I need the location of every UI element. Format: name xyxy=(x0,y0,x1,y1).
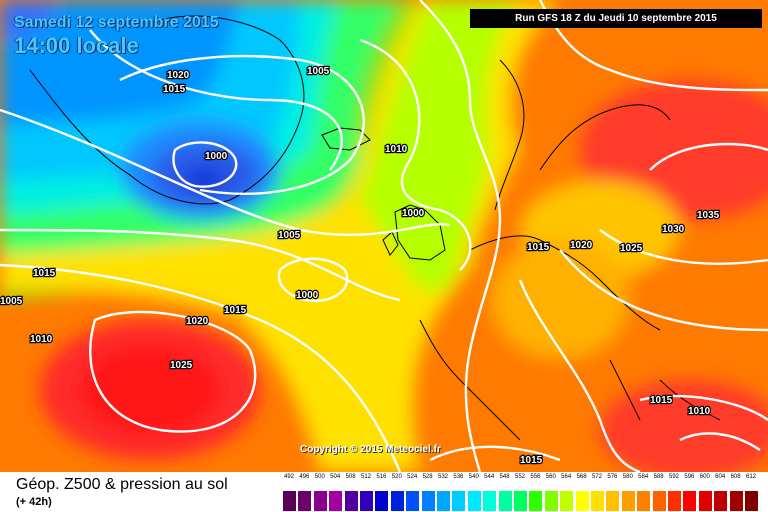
footer-bar: Géop. Z500 & pression au sol (+ 42h) 492… xyxy=(0,472,768,512)
isobar-label: 1025 xyxy=(620,243,643,254)
legend-value-label: 512 xyxy=(360,474,371,480)
isobar-label: 1010 xyxy=(30,334,53,345)
legend-swatch xyxy=(744,490,759,512)
isobar-label: 1000 xyxy=(296,290,319,301)
isobar-label: 1035 xyxy=(697,210,720,221)
isobars xyxy=(0,0,768,472)
legend-value-label: 492 xyxy=(283,474,294,480)
forecast-map: 1020 1015 1005 1000 1010 1005 1000 1000 … xyxy=(0,0,768,472)
legend-value-label: 536 xyxy=(453,474,464,480)
legend-swatch xyxy=(543,490,559,512)
isobar-label: 1005 xyxy=(0,296,23,307)
legend-swatch xyxy=(682,490,698,512)
isobar-label: 1015 xyxy=(527,242,550,253)
coastlines xyxy=(29,15,721,441)
isobar-label: 1000 xyxy=(402,208,425,219)
legend-swatch xyxy=(297,490,313,512)
isobar-label: 1015 xyxy=(163,84,186,95)
legend-swatch xyxy=(282,490,297,512)
isobar-label: 1020 xyxy=(167,70,190,81)
legend-value-label: 604 xyxy=(715,474,726,480)
lead-time: (+ 42h) xyxy=(16,496,52,508)
isobar-label: 1015 xyxy=(224,305,247,316)
legend-swatch xyxy=(636,490,652,512)
isobar-label: 1025 xyxy=(170,360,193,371)
legend-value-label: 568 xyxy=(576,474,587,480)
isobar-label: 1015 xyxy=(33,268,56,279)
copyright-notice: Copyright © 2015 Meteociel.fr xyxy=(300,444,441,455)
legend-swatch xyxy=(590,490,605,512)
legend-value-label: 600 xyxy=(699,474,710,480)
isobar-label: 1010 xyxy=(385,144,408,155)
legend-value-label: 588 xyxy=(653,474,664,480)
legend-swatch xyxy=(697,490,713,512)
legend-value-label: 564 xyxy=(561,474,572,480)
legend-swatch xyxy=(513,490,528,512)
legend-value-label: 540 xyxy=(468,474,479,480)
isobar-label: 1005 xyxy=(307,66,330,77)
legend-value-label: 596 xyxy=(684,474,695,480)
forecast-date: Samedi 12 septembre 2015 xyxy=(14,14,219,31)
legend-swatch xyxy=(343,490,359,512)
product-title: Géop. Z500 & pression au sol xyxy=(16,476,228,493)
legend-value-label: 592 xyxy=(668,474,679,480)
legend-value-label: 584 xyxy=(638,474,649,480)
legend-swatch xyxy=(405,490,421,512)
legend-value-label: 500 xyxy=(314,474,325,480)
legend-swatch xyxy=(436,490,451,512)
legend-value-label: 608 xyxy=(730,474,741,480)
legend-swatch xyxy=(312,490,328,512)
legend-value-label: 520 xyxy=(391,474,402,480)
legend-swatch xyxy=(328,490,344,512)
legend-swatch xyxy=(713,490,729,512)
isobar-label: 1020 xyxy=(186,316,209,327)
isobar-label: 1020 xyxy=(570,240,593,251)
legend-value-label: 576 xyxy=(607,474,618,480)
legend-value-label: 528 xyxy=(422,474,433,480)
legend-swatch xyxy=(528,490,544,512)
legend-swatch xyxy=(451,490,467,512)
legend-value-label: 572 xyxy=(591,474,602,480)
isobar-label: 1015 xyxy=(650,395,673,406)
legend-swatch xyxy=(605,490,621,512)
legend-value-label: 544 xyxy=(484,474,495,480)
isobar-label: 1005 xyxy=(278,230,301,241)
legend-value-label: 516 xyxy=(376,474,387,480)
legend-value-label: 552 xyxy=(514,474,525,480)
legend-swatch xyxy=(374,490,390,512)
isobar-label: 1030 xyxy=(662,224,685,235)
legend-swatch xyxy=(420,490,436,512)
z500-field-svg: 1020 1015 1005 1000 1010 1005 1000 1000 … xyxy=(0,0,768,472)
legend-value-label: 612 xyxy=(745,474,756,480)
legend-swatch xyxy=(482,490,498,512)
isobar-label: 1015 xyxy=(520,455,543,466)
legend-swatch xyxy=(651,490,667,512)
legend-swatch xyxy=(389,490,405,512)
isobar-label: 1000 xyxy=(205,151,228,162)
legend-value-label: 496 xyxy=(299,474,310,480)
forecast-time: 14:00 locale xyxy=(14,33,139,58)
legend-swatch xyxy=(559,490,575,512)
legend-value-label: 508 xyxy=(345,474,356,480)
model-run-badge: Run GFS 18 Z du Jeudi 10 septembre 2015 xyxy=(470,9,762,28)
legend-value-label: 556 xyxy=(530,474,541,480)
legend-swatch xyxy=(466,490,482,512)
legend-swatch xyxy=(359,490,374,512)
legend-swatch xyxy=(497,490,513,512)
legend-swatch xyxy=(667,490,682,512)
legend-swatch xyxy=(620,490,636,512)
isobar-labels: 1020 1015 1005 1000 1010 1005 1000 1000 … xyxy=(0,65,721,467)
legend-value-label: 504 xyxy=(330,474,341,480)
legend-swatch xyxy=(574,490,590,512)
legend-value-label: 524 xyxy=(407,474,418,480)
legend-value-label: 580 xyxy=(622,474,633,480)
isobar-label: 1010 xyxy=(688,406,711,417)
legend-value-label: 560 xyxy=(545,474,556,480)
legend-swatch xyxy=(728,490,744,512)
legend-value-label: 532 xyxy=(437,474,448,480)
legend-value-label: 548 xyxy=(499,474,510,480)
